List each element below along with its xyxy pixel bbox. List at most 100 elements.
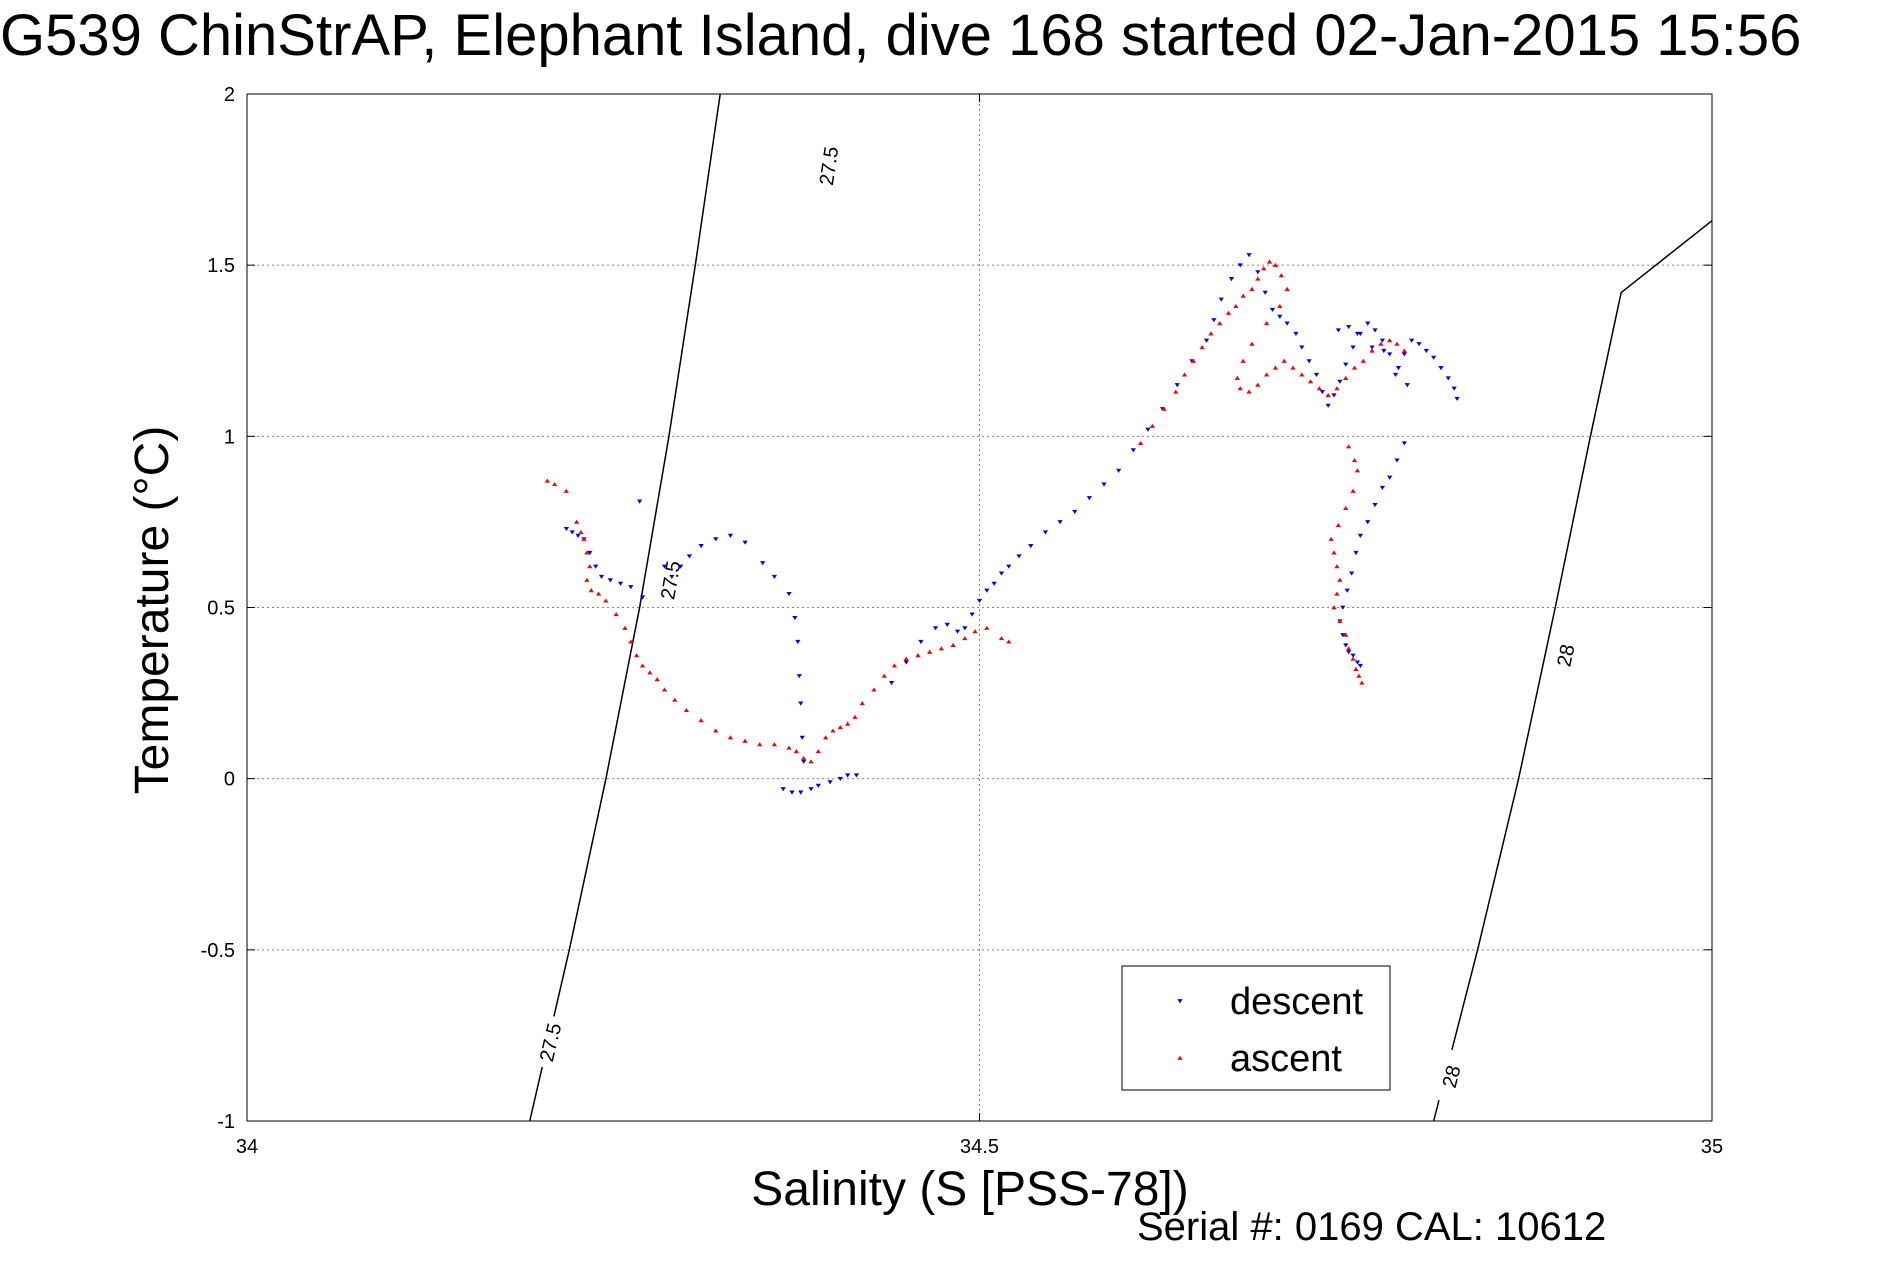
ascent-point: [1240, 293, 1246, 298]
ascent-point: [1149, 423, 1155, 428]
ascent-point: [771, 742, 777, 747]
ascent-point: [852, 714, 858, 719]
descent-point: [944, 622, 950, 627]
ascent-point: [1346, 444, 1352, 449]
descent-point: [1340, 605, 1346, 610]
descent-point: [1145, 427, 1151, 432]
descent-point: [845, 773, 851, 778]
ascent-point: [628, 639, 634, 644]
contour-line-27.5: [529, 93, 721, 1122]
descent-point: [798, 790, 804, 795]
ascent-point: [1350, 488, 1356, 493]
ascent-point: [891, 663, 898, 668]
ascent-point: [563, 488, 569, 493]
ascent-point: [808, 759, 814, 764]
descent-point: [1255, 270, 1261, 275]
descent-point: [1335, 328, 1342, 333]
descent-point: [1404, 383, 1410, 388]
descent-point: [918, 639, 924, 645]
descent-point: [563, 526, 569, 532]
ascent-point: [1343, 375, 1349, 380]
grid-lines: [247, 94, 1712, 1121]
series-ascent: [544, 259, 1407, 764]
ascent-point: [915, 653, 921, 658]
descent-point: [780, 787, 786, 792]
descent-point: [1337, 379, 1343, 384]
ascent-point: [544, 478, 550, 483]
descent-point: [1365, 520, 1371, 525]
ascent-point: [1354, 468, 1361, 473]
descent-point: [1379, 338, 1385, 343]
descent-point: [795, 639, 801, 645]
ascent-point: [603, 598, 609, 603]
descent-point: [742, 540, 748, 545]
descent-point: [1354, 660, 1361, 665]
descent-point: [686, 554, 693, 559]
descent-point: [837, 776, 843, 782]
ascent-point: [1346, 646, 1352, 651]
descent-point: [1319, 390, 1325, 395]
ascent-point: [581, 536, 587, 541]
descent-point: [1057, 520, 1063, 525]
descent-point: [1174, 383, 1180, 388]
descent-point: [1357, 663, 1363, 669]
descent-point: [771, 574, 777, 580]
ascent-point: [1173, 389, 1179, 394]
ascent-point: [1351, 365, 1358, 370]
descent-point: [998, 571, 1005, 576]
ascent-point: [757, 742, 763, 747]
ascent-point: [837, 724, 843, 730]
ascent-point: [1350, 656, 1356, 661]
ascent-point: [634, 653, 640, 658]
ascent-point: [1356, 673, 1362, 678]
ascent-point: [1353, 666, 1359, 671]
ascent-point: [1237, 386, 1243, 391]
ascent-point: [1233, 303, 1239, 309]
ascent-point: [584, 550, 590, 555]
descent-point: [1269, 307, 1276, 313]
descent-point: [1284, 321, 1290, 326]
ascent-point: [1369, 348, 1375, 353]
descent-point: [628, 585, 634, 590]
descent-point: [617, 581, 624, 586]
descent-point: [1130, 448, 1136, 453]
ascent-point: [654, 677, 660, 682]
contour-label-bg: [531, 1014, 569, 1071]
y-tick-label: 0.5: [207, 598, 235, 620]
descent-point: [1340, 633, 1346, 638]
ascent-point: [1255, 382, 1261, 387]
ascent-point: [1334, 591, 1340, 596]
ascent-point: [647, 670, 653, 675]
contour-label-bg: [653, 552, 688, 608]
descent-point: [598, 574, 605, 580]
ascent-point: [830, 728, 836, 733]
descent-point: [1381, 348, 1387, 354]
contour-line-28: [1432, 220, 1713, 1122]
descent-point: [1299, 345, 1305, 350]
descent-point: [607, 578, 613, 583]
ascent-point: [903, 656, 909, 661]
ascent-point: [786, 745, 792, 750]
descent-point: [637, 499, 643, 504]
ascent-point: [1387, 338, 1393, 343]
descent-point: [593, 564, 599, 569]
ascent-point: [1261, 266, 1267, 271]
y-tick-label: 0: [224, 769, 235, 791]
legend-label-ascent: ascent: [1230, 1038, 1342, 1080]
descent-point: [1379, 485, 1385, 491]
descent-point: [1325, 403, 1331, 408]
descent-point: [1365, 321, 1371, 326]
descent-point: [1343, 362, 1349, 367]
descent-point: [1086, 496, 1092, 501]
ascent-point: [1240, 358, 1246, 363]
ascent-point: [1006, 639, 1012, 644]
descent-point: [1372, 502, 1378, 508]
ascent-point: [578, 529, 584, 535]
ascent-point: [584, 577, 590, 582]
descent-point: [1349, 571, 1355, 576]
descent-point: [1293, 331, 1299, 336]
ascent-point: [683, 707, 690, 713]
y-tick-label: -1: [217, 1111, 235, 1133]
ascent-point: [998, 635, 1005, 641]
descent-point: [1451, 386, 1457, 391]
